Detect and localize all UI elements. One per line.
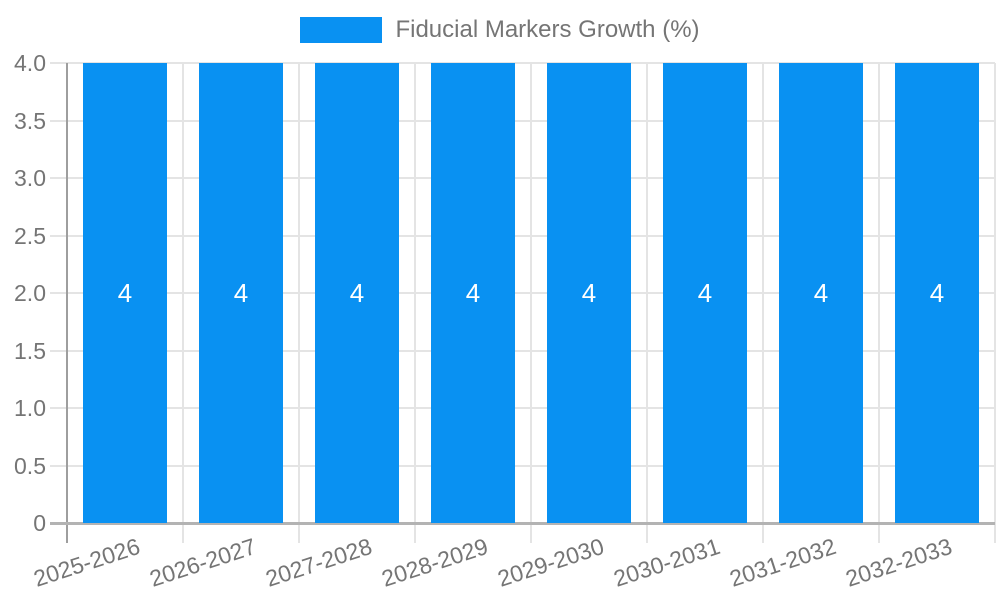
y-tick-label: 1.5: [14, 337, 46, 364]
bar-value-label: 4: [465, 277, 481, 308]
y-tick-label: 3.5: [14, 107, 46, 134]
y-tick-label: 4.0: [14, 50, 46, 76]
x-gridline: [994, 63, 996, 543]
bar-value-label: 4: [697, 277, 713, 308]
y-gridline: [50, 62, 995, 64]
y-tick-label: 2.0: [14, 280, 46, 306]
bar: 4: [779, 63, 863, 523]
bar: 4: [547, 63, 631, 523]
y-gridline: [50, 119, 995, 122]
y-tick-label: 0.5: [14, 452, 46, 479]
x-gridline: [646, 63, 648, 543]
x-gridline: [414, 63, 416, 543]
bar: 4: [663, 63, 747, 523]
bar: 4: [83, 63, 167, 523]
y-tick-label: 3.0: [14, 165, 46, 191]
bar: 4: [199, 63, 283, 523]
x-gridline: [762, 63, 764, 543]
bar-value-label: 4: [929, 277, 945, 308]
legend-swatch: [300, 17, 383, 43]
chart-legend[interactable]: Fiducial Markers Growth (%): [0, 14, 1000, 46]
y-gridline: [50, 349, 995, 352]
y-tick-label: 2.5: [14, 222, 46, 249]
y-tick-label: 0: [33, 510, 46, 536]
bar-value-label: 4: [117, 277, 133, 308]
bar: 4: [895, 63, 979, 523]
bar: 4: [431, 63, 515, 523]
y-gridline: [50, 407, 995, 409]
x-gridline: [530, 63, 532, 543]
bar-value-label: 4: [233, 277, 249, 308]
bar-value-label: 4: [349, 277, 365, 308]
y-gridline: [50, 464, 995, 467]
y-tick-label: 1.0: [14, 395, 46, 421]
y-gridline: [50, 234, 995, 237]
y-axis-line: [66, 63, 68, 543]
x-axis-line: [50, 522, 995, 525]
bar: 4: [315, 63, 399, 523]
y-gridline: [50, 292, 995, 294]
legend-label: Fiducial Markers Growth (%): [395, 16, 700, 43]
x-gridline: [182, 63, 184, 543]
bar-value-label: 4: [813, 277, 829, 308]
x-gridline: [298, 63, 300, 543]
y-gridline: [50, 177, 995, 179]
bar-value-label: 4: [581, 277, 597, 308]
x-gridline: [878, 63, 880, 543]
